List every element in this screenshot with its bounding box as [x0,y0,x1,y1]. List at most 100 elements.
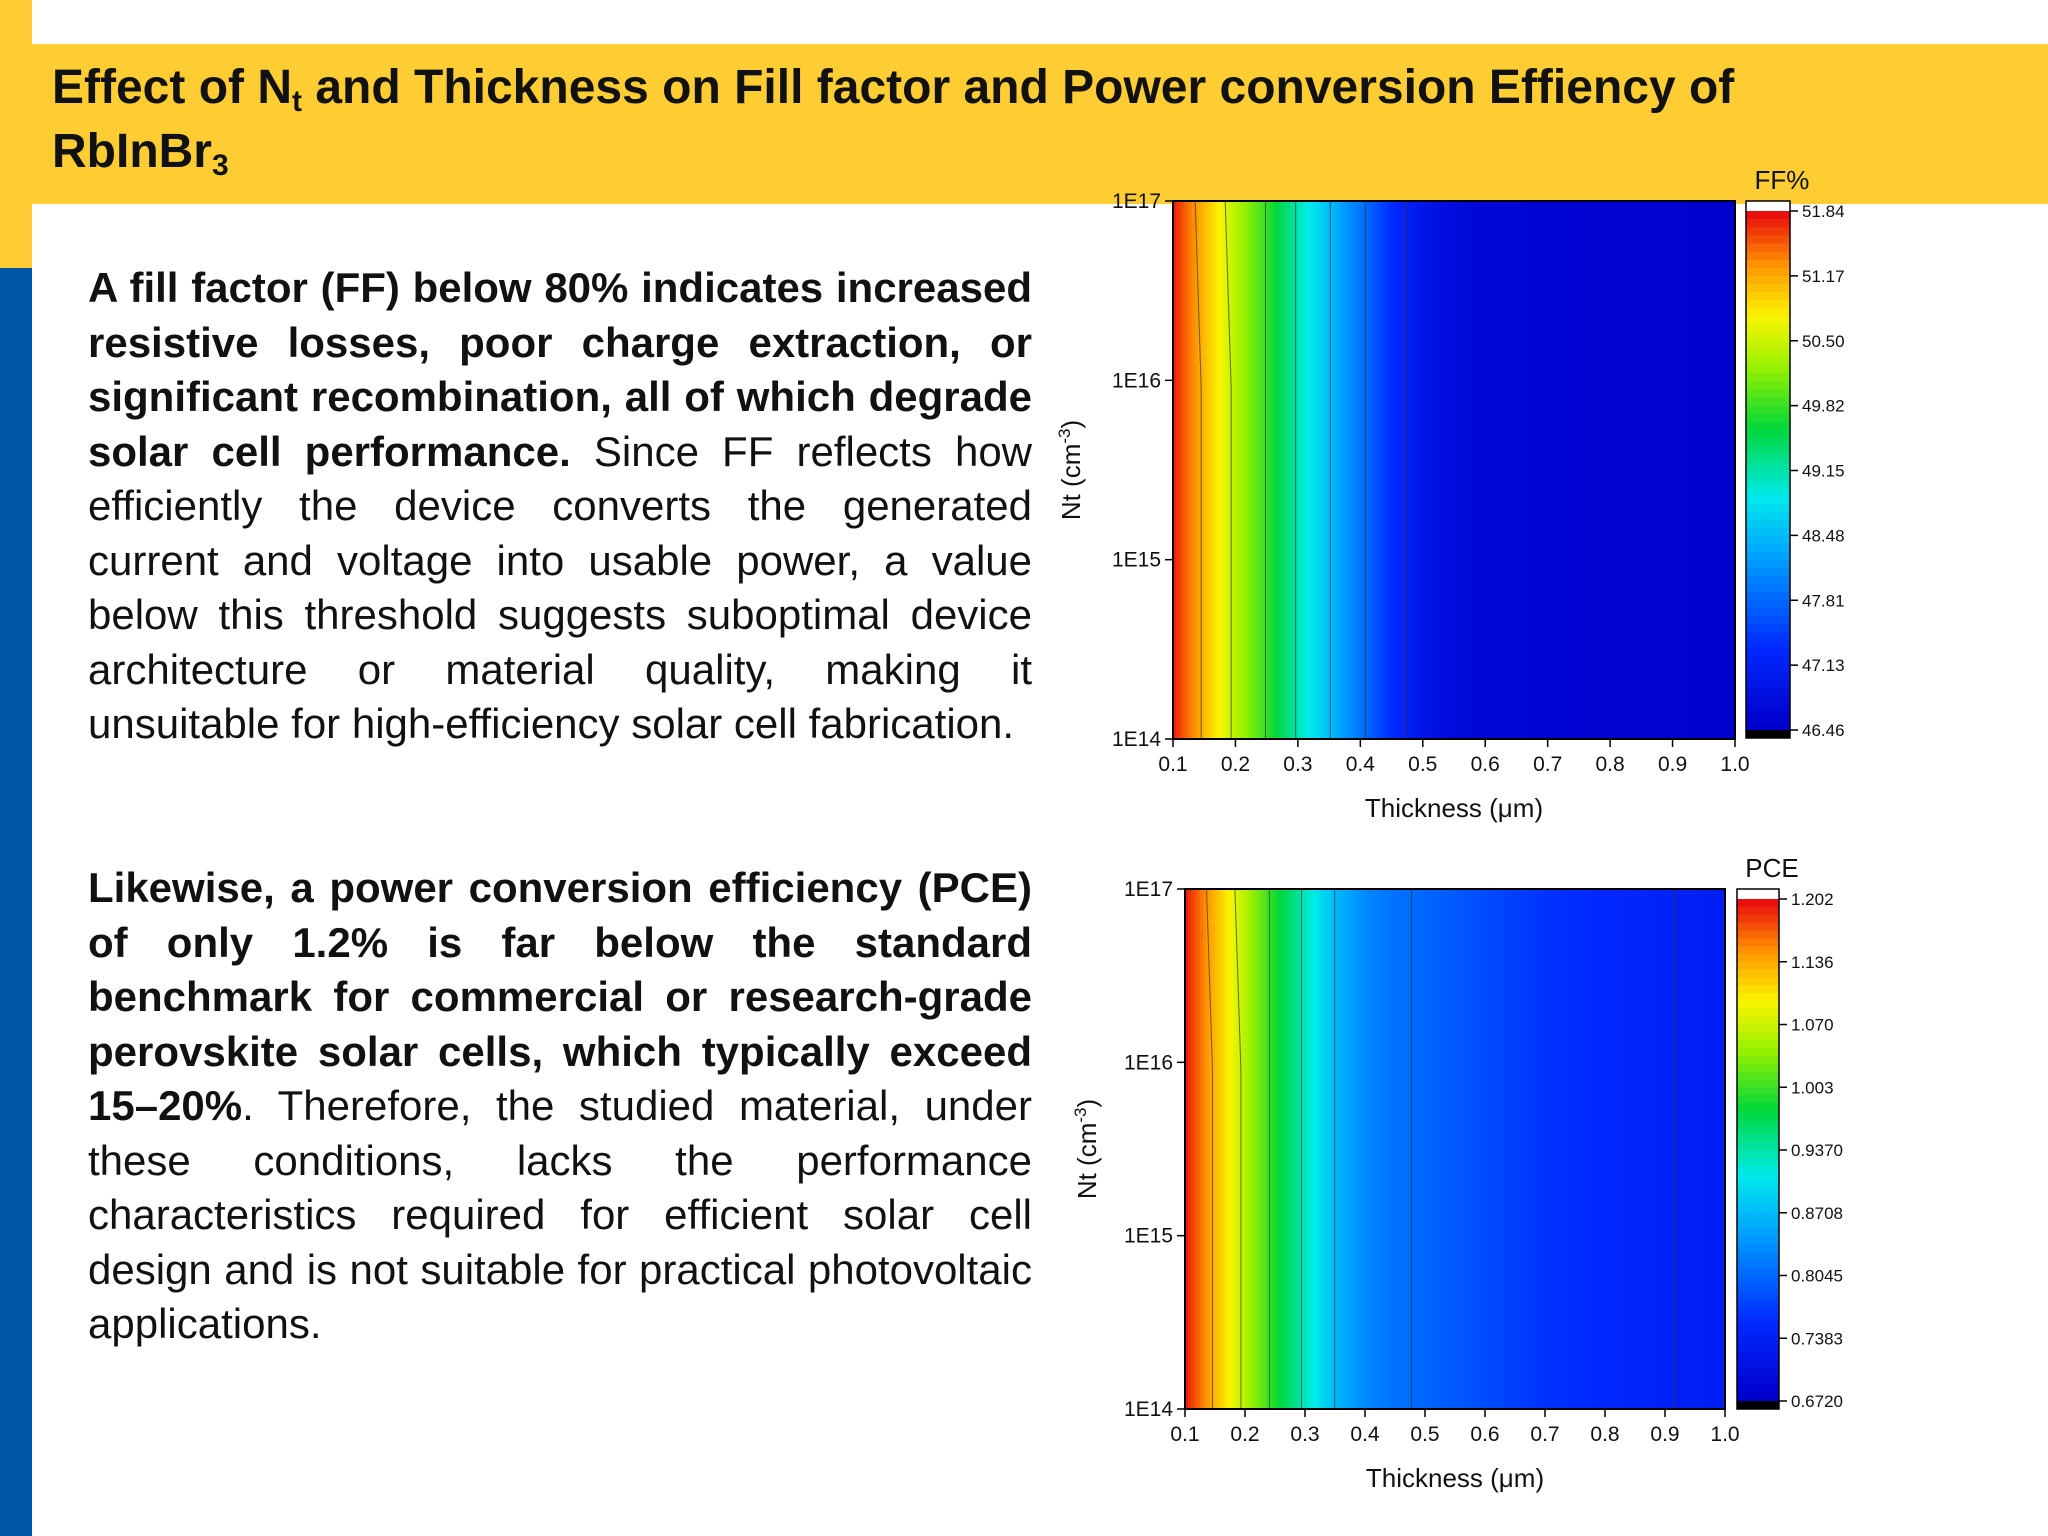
heat-cell [1697,201,1702,739]
paragraph2-bold: Likewise, a power conversion efficiency … [88,864,1032,1129]
heat-cell [1616,201,1621,739]
heat-cell [1569,201,1574,739]
colorbar-title: PCE [1745,853,1798,883]
colorbar-segment [1746,575,1790,585]
x-tick-label: 0.9 [1650,1423,1679,1446]
colorbar-segment [1737,930,1779,939]
heat-cell [1284,889,1288,1409]
heat-cell [1251,889,1255,1409]
heat-cell [1524,889,1528,1409]
colorbar-segment [1737,899,1779,908]
y-tick-label: 1E15 [1124,1225,1173,1248]
heat-cell [1391,201,1396,739]
x-tick-label: 0.2 [1230,1423,1259,1446]
y-axis-label: Nt (cm-3) [1055,420,1086,520]
colorbar-segment [1737,1322,1779,1331]
heat-cell [1216,201,1221,739]
heat-cell [1222,201,1227,739]
colorbar-segment [1737,1228,1779,1237]
x-axis-label: Thickness (μm) [1365,793,1543,823]
colorbar-segment [1737,1244,1779,1253]
x-tick-label: 0.6 [1471,753,1500,776]
heat-cell [1644,889,1648,1409]
colorbar-tick-label: 49.15 [1802,462,1845,481]
heat-cell [1478,201,1483,739]
colorbar-segment [1746,413,1790,423]
title-subscript-3: 3 [211,149,229,182]
heat-cell [1329,889,1333,1409]
heat-cell [1380,889,1384,1409]
colorbar-tick-label: 1.202 [1791,890,1834,909]
colorbar-segment [1746,632,1790,642]
colorbar-segment [1737,1204,1779,1214]
heat-cell [1623,889,1627,1409]
colorbar-bottom-cap [1746,730,1790,738]
heat-cell [1218,889,1222,1409]
heat-cell [1594,201,1599,739]
heat-cell [1360,201,1365,739]
heat-cell [1602,889,1606,1409]
colorbar-segment [1746,559,1790,569]
heat-cell [1400,201,1405,739]
heat-cell [1382,201,1386,739]
colorbar-segment [1737,1048,1779,1057]
heat-cell [1389,889,1393,1409]
colorbar-segment [1746,454,1790,463]
colorbar-segment [1746,721,1790,731]
heat-cell [1307,201,1311,739]
heat-cell [1507,201,1511,739]
heat-cell [1463,201,1468,739]
heat-cell [1656,889,1660,1409]
heat-cell [1431,889,1435,1409]
colorbar-segment [1746,267,1790,277]
heat-cell [1260,201,1265,739]
heat-cell [1603,201,1608,739]
heat-cell [1210,201,1215,739]
heat-cell [1213,201,1218,739]
colorbar-segment [1737,1291,1779,1300]
heat-cell [1296,889,1300,1409]
colorbar-segment [1746,592,1790,601]
heat-cell [1338,889,1342,1409]
heat-cell [1257,889,1261,1409]
contour-line [1194,200,1202,739]
heat-cell [1245,889,1249,1409]
colorbar-segment [1737,1055,1779,1065]
heat-cell [1441,201,1446,739]
y-tick-label: 1E14 [1124,1398,1173,1421]
colorbar-segment [1746,665,1790,674]
colorbar-tick-label: 0.7383 [1791,1329,1843,1348]
y-axis-label-close: ) [1056,420,1086,429]
colorbar-segment [1737,938,1779,947]
heat-cell [1597,201,1602,739]
heat-cell [1269,201,1274,739]
x-tick-label: 0.6 [1470,1423,1499,1446]
colorbar-segment [1746,340,1790,350]
y-axis-label: Nt (cm-3) [1071,1099,1102,1199]
heat-cell [1591,201,1596,739]
heat-cell [1653,201,1658,739]
x-tick-label: 0.4 [1350,1423,1380,1446]
heat-cell [1491,889,1495,1409]
heat-cell [1301,201,1305,739]
colorbar-segment [1746,373,1790,382]
y-tick-label: 1E15 [1112,549,1161,572]
heat-cell [1191,201,1196,739]
colorbar-segment [1746,527,1790,536]
heat-cell [1425,889,1429,1409]
heat-cell [1716,889,1720,1409]
colorbar-segment [1746,640,1790,650]
heat-cell [1317,889,1321,1409]
heat-cell [1613,201,1617,739]
heat-cell [1374,889,1378,1409]
x-tick-label: 0.5 [1410,1423,1439,1446]
heat-cell [1244,201,1249,739]
heat-cell [1638,889,1642,1409]
pce-contour-chart: 0.1 0.2 0.3 0.4 0.5 0.6 0.7 0.8 0.9 1.0 1E14 1E15 1E… [1071,853,1843,1493]
colorbar-segment [1737,1087,1779,1096]
colorbar-tick-label: 0.9370 [1791,1141,1843,1160]
colorbar-segment [1737,1275,1779,1284]
x-tick-label: 0.2 [1221,753,1250,776]
colorbar-segment [1746,381,1790,391]
colorbar-segment [1737,993,1779,1002]
